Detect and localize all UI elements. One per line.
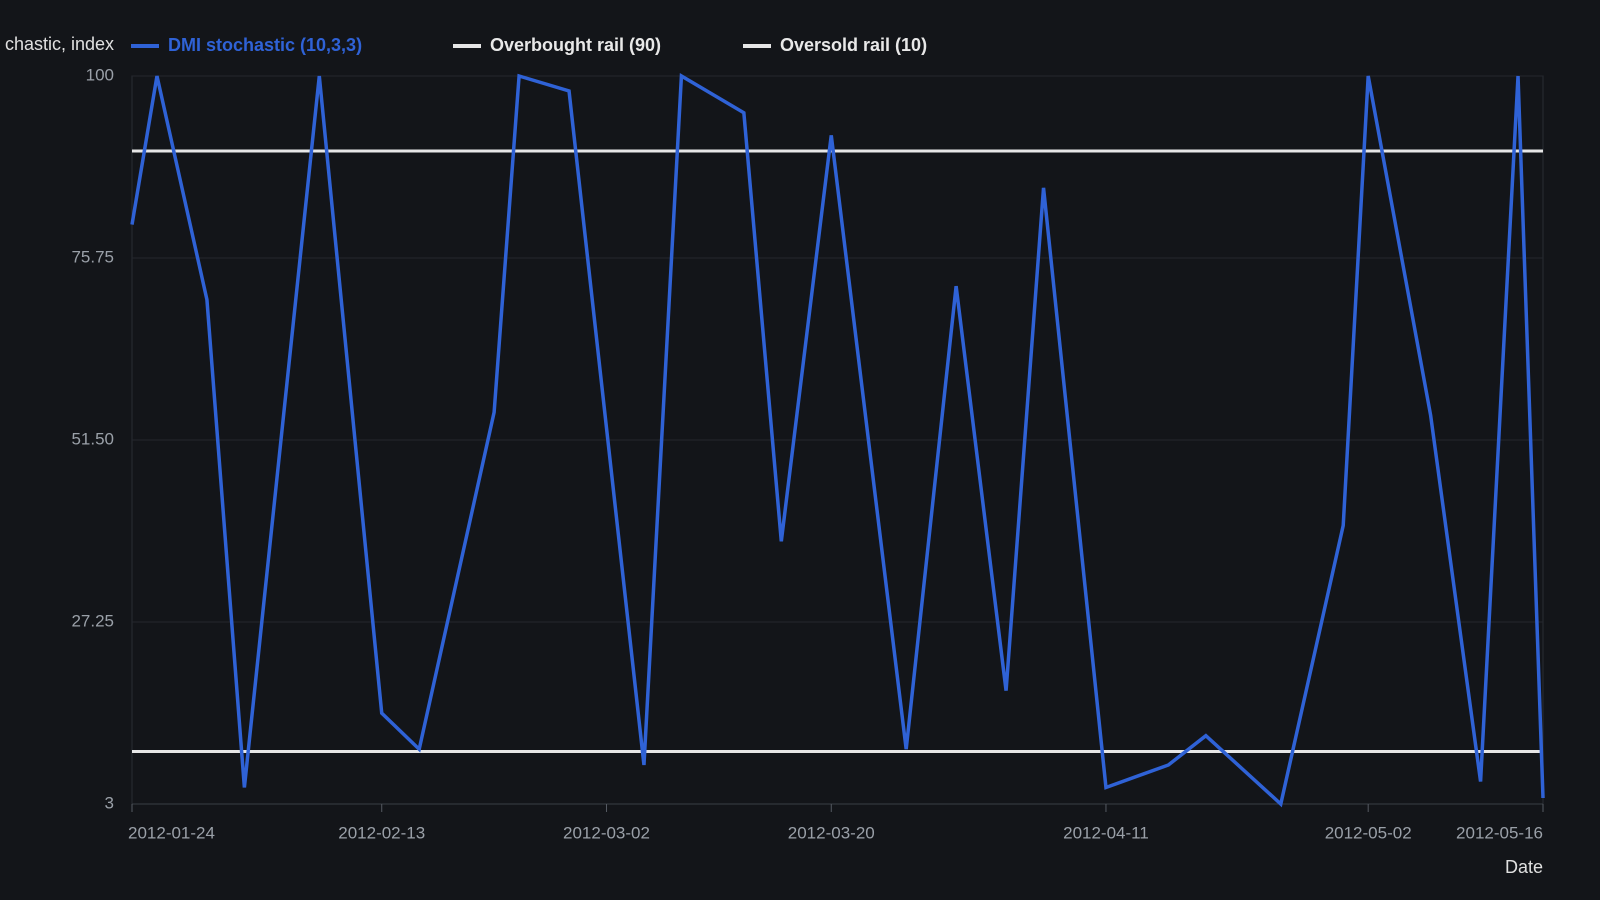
y-tick-label: 27.25	[71, 611, 114, 630]
x-tick-label: 2012-03-20	[788, 823, 875, 842]
x-tick-label: 2012-01-24	[128, 823, 215, 842]
y-tick-label: 75.75	[71, 247, 114, 266]
legend-label: Oversold rail (10)	[780, 35, 927, 55]
x-axis-label: Date	[1505, 857, 1543, 877]
data-line	[130, 73, 1545, 808]
legend-label: Overbought rail (90)	[490, 35, 661, 55]
y-tick-label: 3	[105, 793, 114, 812]
y-axis-label: chastic, index	[5, 34, 114, 54]
x-tick-label: 2012-02-13	[338, 823, 425, 842]
legend-label: DMI stochastic (10,3,3)	[168, 35, 362, 55]
x-tick-label: 2012-05-02	[1325, 823, 1412, 842]
y-tick-label: 100	[86, 65, 114, 84]
x-tick-label: 2012-05-16	[1456, 823, 1543, 842]
y-tick-label: 51.50	[71, 429, 114, 448]
x-tick-label: 2012-03-02	[563, 823, 650, 842]
x-tick-label: 2012-04-11	[1063, 823, 1149, 842]
